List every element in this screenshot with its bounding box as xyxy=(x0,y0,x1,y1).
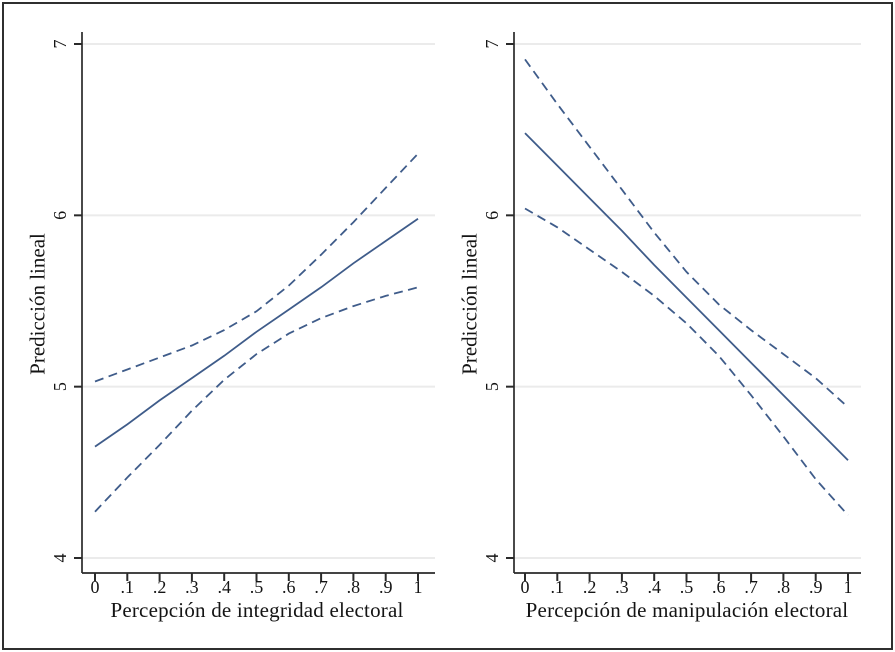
y-tick-label: 6 xyxy=(482,211,502,220)
series-ic-superior xyxy=(94,153,419,383)
x-tick-label: .6 xyxy=(712,577,726,597)
x-tick-label: .6 xyxy=(282,577,296,597)
y-tick-label: 7 xyxy=(482,40,502,49)
x-tick-label: .4 xyxy=(217,577,231,597)
y-tick-label: 4 xyxy=(50,554,70,563)
series-ic-superior xyxy=(524,58,849,408)
x-tick-label: .5 xyxy=(680,577,694,597)
x-tick-label: 0 xyxy=(91,577,100,597)
x-tick-label: 1 xyxy=(414,577,423,597)
x-tick-label: .1 xyxy=(551,577,565,597)
x-tick-label: 1 xyxy=(844,577,853,597)
x-tick-label: .8 xyxy=(777,577,791,597)
x-tick-label: .7 xyxy=(744,577,758,597)
x-tick-label: .2 xyxy=(153,577,167,597)
x-tick-label: .3 xyxy=(615,577,629,597)
x-tick-label: .9 xyxy=(379,577,393,597)
x-tick-label: .7 xyxy=(314,577,328,597)
x-tick-label: .1 xyxy=(121,577,135,597)
x-tick-label: .5 xyxy=(250,577,264,597)
y-tick-label: 5 xyxy=(482,382,502,391)
x-tick-label: 0 xyxy=(521,577,530,597)
y-tick-label: 7 xyxy=(50,40,70,49)
y-tick-label: 5 xyxy=(50,382,70,391)
x-tick-label: .2 xyxy=(583,577,597,597)
series-prediccion-lineal xyxy=(524,132,849,461)
series-ic-inferior xyxy=(524,207,849,516)
y-axis-title-left: Predicción lineal xyxy=(25,233,50,375)
x-axis-title-left: Percepción de integridad electoral xyxy=(110,598,404,622)
x-tick-label: .8 xyxy=(347,577,361,597)
y-tick-label: 6 xyxy=(50,211,70,220)
series-ic-inferior xyxy=(94,286,419,513)
series-prediccion-lineal xyxy=(94,218,419,448)
x-tick-label: .3 xyxy=(185,577,199,597)
x-tick-label: .9 xyxy=(809,577,823,597)
y-axis-title-right: Predicción lineal xyxy=(457,233,482,375)
y-tick-label: 4 xyxy=(482,554,502,563)
x-axis-title-right: Percepción de manipulación electoral xyxy=(525,598,849,622)
x-tick-label: .4 xyxy=(647,577,661,597)
